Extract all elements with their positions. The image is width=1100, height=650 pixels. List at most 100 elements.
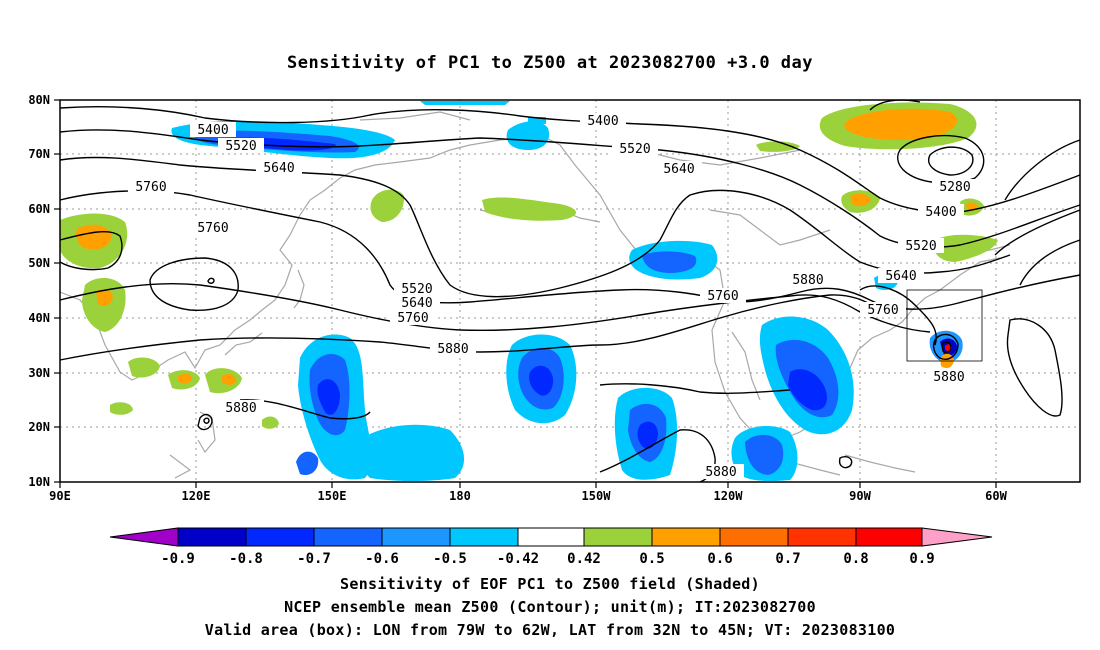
contour-label-5520-west: 5520 [225,139,256,154]
contour-label-5520-pacific: 5520 [401,282,432,297]
contour-label-5520-north: 5520 [619,142,650,157]
shade-blue-mexico-core [745,434,784,475]
shade-orange-china [96,289,113,306]
lon-tick-label: 150E [318,489,347,503]
shade-green-canada-north [756,141,800,152]
colorbar-label: 0.6 [707,551,732,567]
negative-sensitivity-shading [171,101,963,482]
shade-green-philippines [110,402,133,415]
colorbar-label: -0.5 [433,551,467,567]
shade-orange-taiwan [178,373,192,384]
longitude-axis: 90E 120E 150E 180 150W 120W 90W 60W [49,482,1008,503]
shade-green-bering-sea [482,197,577,221]
contour-label-5400-north: 5400 [587,114,618,129]
colorbar-swatch [517,527,585,547]
positive-sensitivity-shading [60,102,998,429]
lat-tick-label: 40N [28,311,50,325]
colorbar-label: 0.9 [909,551,934,567]
caption-valid-area: Valid area (box): LON from 79W to 62W, L… [205,621,895,639]
contour-label-5760-america: 5760 [707,289,738,304]
shade-blue-small-1 [296,451,319,476]
shade-blue-alaska-core [642,251,697,273]
lat-tick-label: 80N [28,93,50,107]
lon-tick-label: 60W [985,489,1007,503]
contour-label-5880-pacific: 5880 [437,342,468,357]
lat-tick-label: 10N [28,475,50,489]
lon-tick-label: 90E [49,489,71,503]
map-frame [59,99,1081,483]
colorbar-swatch [787,527,857,547]
colorbar-swatch [855,527,923,547]
figure-title: Sensitivity of PC1 to Z500 at 2023082700… [287,53,813,73]
colorbar-label: -0.6 [365,551,399,567]
shade-orange-greenland [844,108,958,140]
lat-tick-label: 20N [28,420,50,434]
valid-area-box [906,289,983,362]
lon-tick-label: 90W [849,489,871,503]
contour-label-5880-west-pacific: 5880 [225,401,256,416]
contour-label-5280-greenland: 5280 [939,180,970,195]
contour-label-5760-siberia: 5760 [197,221,228,236]
lat-tick-label: 60N [28,202,50,216]
lat-tick-label: 70N [28,147,50,161]
caption-shading: Sensitivity of EOF PC1 to Z500 field (Sh… [340,575,760,593]
colorbar-label: 0.7 [775,551,800,567]
colorbar: -0.9 -0.8 -0.7 -0.6 -0.5 -0.42 0.42 0.5 … [109,527,993,567]
map-background [60,100,1080,482]
colorbar-label: -0.9 [161,551,195,567]
contour-label-5640-north: 5640 [663,162,694,177]
lon-tick-label: 180 [449,489,471,503]
colorbar-swatch [245,527,315,547]
colorbar-label: -0.42 [497,551,539,567]
contour-label-5760-west: 5760 [135,180,166,195]
contour-label-5760-east: 5760 [867,303,898,318]
shade-blue-bering [506,121,550,150]
contour-label-5400-east: 5400 [925,205,956,220]
colorbar-swatch [381,527,451,547]
contour-label-5640-east: 5640 [885,269,916,284]
shade-green-kamchatka [370,189,405,222]
colorbar-swatch [313,527,383,547]
contour-label-5520-east: 5520 [905,239,936,254]
colorbar-swatch [177,527,247,547]
latitude-axis: 80N 70N 60N 50N 40N 30N 20N 10N [28,93,60,489]
colorbar-swatch [651,527,721,547]
colorbar-swatch [583,527,653,547]
contour-label-5400-west: 5400 [197,123,228,138]
shade-green-east-china [128,357,160,378]
lon-tick-label: 120W [714,489,744,503]
shade-orange-hudson [850,193,871,207]
lat-tick-label: 30N [28,366,50,380]
colorbar-label: -0.8 [229,551,263,567]
shade-orange-siberia-west [76,224,112,250]
shade-blue-central-pacific-deep [529,365,554,396]
contour-label-5640-west: 5640 [263,161,294,176]
shade-blue-top-edge [420,101,510,105]
colorbar-low-arrow [109,527,179,547]
colorbar-label: 0.8 [843,551,868,567]
colorbar-label: -0.7 [297,551,331,567]
lon-tick-label: 120E [182,489,211,503]
shade-green-pacific-small [262,416,279,429]
shade-green-newfoundland [933,234,998,262]
colorbar-swatch [449,527,519,547]
lat-tick-label: 50N [28,256,50,270]
shade-blue-tropical-strip [358,424,465,481]
lon-tick-label: 150W [582,489,612,503]
colorbar-swatch [719,527,789,547]
contour-label-5640-pacific: 5640 [401,296,432,311]
colorbar-label: 0.42 [567,551,601,567]
map-panel: 5400 5520 5640 5760 5760 5400 5520 5640 … [59,99,1081,483]
caption-contour: NCEP ensemble mean Z500 (Contour); unit(… [284,598,816,616]
colorbar-label: 0.5 [639,551,664,567]
colorbar-high-arrow [921,527,993,547]
shade-blue-gulf-deep [788,369,827,411]
shade-blue-east-pacific-deep [637,421,658,449]
contour-label-5760-pacific: 5760 [397,311,428,326]
contour-label-5880-east-pacific: 5880 [705,465,736,480]
contour-label-5880-america: 5880 [792,273,823,288]
shade-blue-west-pacific-deep [317,379,340,415]
contour-label-5880-valid-area: 5880 [933,370,964,385]
shade-orange-ryukyu [222,373,236,385]
